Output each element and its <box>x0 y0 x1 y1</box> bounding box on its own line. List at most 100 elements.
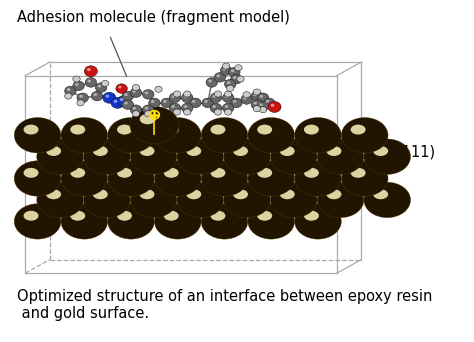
Ellipse shape <box>192 151 208 162</box>
Ellipse shape <box>151 198 156 202</box>
Ellipse shape <box>291 198 297 202</box>
Ellipse shape <box>312 174 324 183</box>
Ellipse shape <box>249 161 294 196</box>
Ellipse shape <box>365 140 409 173</box>
Ellipse shape <box>108 161 155 196</box>
Ellipse shape <box>145 194 162 207</box>
Ellipse shape <box>310 172 327 185</box>
Ellipse shape <box>321 142 360 171</box>
Circle shape <box>130 88 142 97</box>
Ellipse shape <box>196 197 204 203</box>
Circle shape <box>67 88 70 91</box>
Ellipse shape <box>111 120 151 150</box>
Ellipse shape <box>230 187 264 213</box>
Ellipse shape <box>242 153 252 160</box>
Ellipse shape <box>31 216 45 227</box>
Ellipse shape <box>374 190 401 210</box>
Ellipse shape <box>306 213 329 230</box>
Ellipse shape <box>114 122 148 148</box>
Circle shape <box>233 76 237 79</box>
Ellipse shape <box>118 212 144 231</box>
Ellipse shape <box>46 189 75 211</box>
Ellipse shape <box>212 169 237 188</box>
Ellipse shape <box>222 133 227 137</box>
Ellipse shape <box>62 118 107 152</box>
Ellipse shape <box>55 153 65 161</box>
Ellipse shape <box>139 145 168 168</box>
Ellipse shape <box>93 146 121 167</box>
Ellipse shape <box>104 198 110 202</box>
Ellipse shape <box>182 143 219 171</box>
Ellipse shape <box>241 152 253 161</box>
Ellipse shape <box>341 118 388 153</box>
Circle shape <box>120 98 124 101</box>
Ellipse shape <box>122 214 140 228</box>
Circle shape <box>172 105 175 108</box>
Ellipse shape <box>301 208 335 234</box>
Ellipse shape <box>110 119 152 151</box>
Ellipse shape <box>237 149 256 164</box>
Ellipse shape <box>173 131 183 140</box>
Ellipse shape <box>252 164 291 193</box>
Ellipse shape <box>100 152 114 162</box>
Ellipse shape <box>110 162 152 195</box>
Ellipse shape <box>115 209 147 234</box>
Ellipse shape <box>268 219 274 224</box>
Ellipse shape <box>328 190 353 209</box>
Ellipse shape <box>118 211 144 232</box>
Ellipse shape <box>81 176 87 181</box>
Ellipse shape <box>265 174 277 183</box>
Ellipse shape <box>253 121 290 149</box>
Ellipse shape <box>296 205 340 238</box>
Ellipse shape <box>317 178 319 179</box>
Ellipse shape <box>236 191 259 209</box>
Circle shape <box>169 103 181 113</box>
Ellipse shape <box>147 152 160 161</box>
Ellipse shape <box>255 209 288 234</box>
Ellipse shape <box>41 186 79 214</box>
Ellipse shape <box>241 195 253 205</box>
Ellipse shape <box>52 194 68 206</box>
Ellipse shape <box>123 215 139 227</box>
Ellipse shape <box>204 163 245 194</box>
Ellipse shape <box>302 123 334 147</box>
Ellipse shape <box>249 205 293 238</box>
Ellipse shape <box>334 195 346 205</box>
Circle shape <box>172 95 175 98</box>
Ellipse shape <box>270 177 273 180</box>
Ellipse shape <box>52 151 68 162</box>
Ellipse shape <box>63 162 106 195</box>
Ellipse shape <box>113 122 149 149</box>
Ellipse shape <box>98 194 116 207</box>
Ellipse shape <box>22 167 53 190</box>
Ellipse shape <box>168 214 188 229</box>
Ellipse shape <box>71 125 98 145</box>
Ellipse shape <box>119 170 143 187</box>
Ellipse shape <box>373 145 402 168</box>
Circle shape <box>184 105 187 108</box>
Ellipse shape <box>167 170 189 187</box>
Ellipse shape <box>100 195 113 205</box>
Ellipse shape <box>156 119 200 152</box>
Ellipse shape <box>126 174 137 183</box>
Ellipse shape <box>157 162 199 195</box>
Ellipse shape <box>59 199 62 201</box>
Ellipse shape <box>285 194 302 207</box>
Ellipse shape <box>100 195 114 205</box>
Circle shape <box>103 92 116 103</box>
Ellipse shape <box>310 129 327 142</box>
Ellipse shape <box>183 144 218 170</box>
Ellipse shape <box>315 219 321 224</box>
Ellipse shape <box>36 177 39 180</box>
Ellipse shape <box>274 185 313 215</box>
Ellipse shape <box>207 208 242 234</box>
Ellipse shape <box>261 171 282 186</box>
Ellipse shape <box>288 195 300 205</box>
Ellipse shape <box>16 162 59 195</box>
Ellipse shape <box>240 195 254 205</box>
Ellipse shape <box>105 198 109 202</box>
Ellipse shape <box>345 120 384 150</box>
Ellipse shape <box>59 156 62 158</box>
Ellipse shape <box>16 205 59 238</box>
Ellipse shape <box>197 198 203 202</box>
